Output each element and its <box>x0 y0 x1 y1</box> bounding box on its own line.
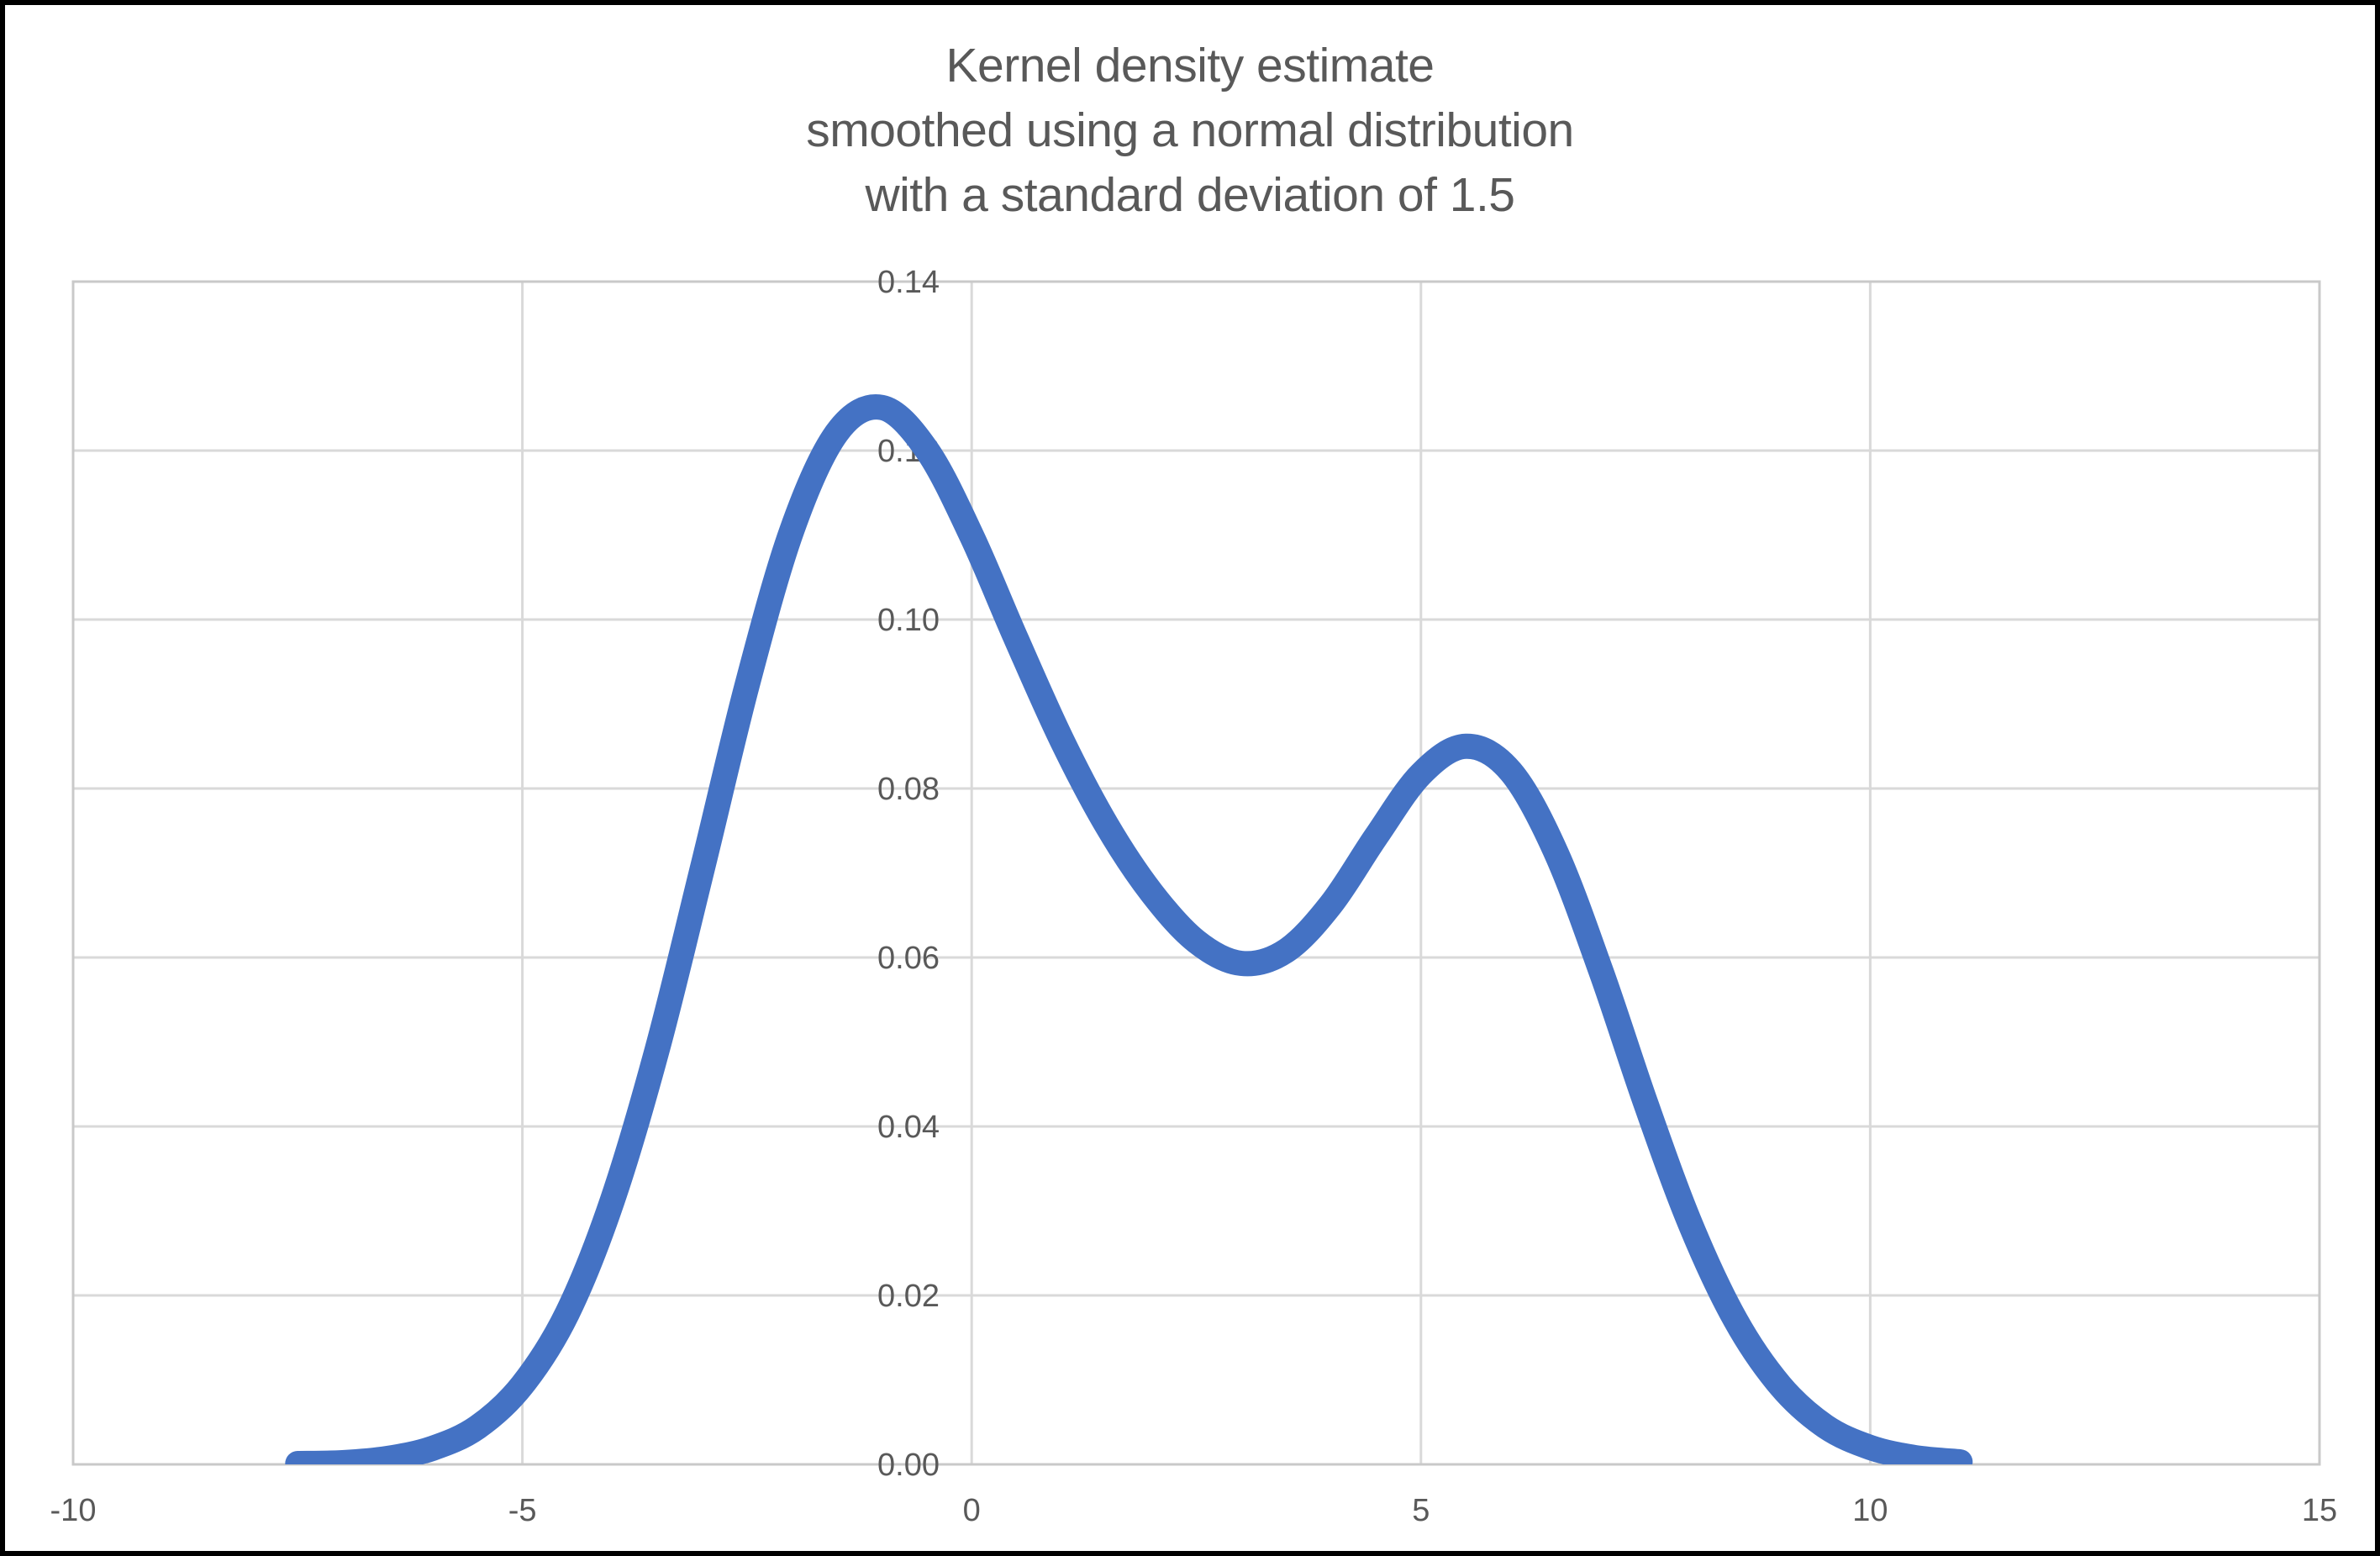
kde-curve <box>285 394 1973 1464</box>
chart-title-line-2: smoothed using a normal distribution <box>806 103 1574 157</box>
y-tick-label: 0.06 <box>877 941 940 976</box>
x-tick-label: 15 <box>2302 1493 2337 1528</box>
y-tick-label: 0.14 <box>877 265 940 300</box>
chart-title-line-3: with a standard deviation of 1.5 <box>865 168 1515 222</box>
x-tick-label: 0 <box>963 1493 981 1528</box>
x-tick-label: -10 <box>50 1493 97 1528</box>
chart-title-line-1: Kernel density estimate <box>945 39 1435 92</box>
x-tick-label: 5 <box>1412 1493 1430 1528</box>
y-tick-label: 0.08 <box>877 772 940 807</box>
kde-plot: 0.000.020.040.060.080.100.120.14-10 -5 0 5 1… <box>50 265 2338 1528</box>
y-tick-label: 0.10 <box>877 603 940 638</box>
plot-area-border <box>71 280 2321 1466</box>
y-tick-label: 0.04 <box>877 1110 940 1145</box>
x-tick-label: 10 <box>1852 1493 1888 1528</box>
y-tick-label: 0.02 <box>877 1279 940 1314</box>
chart-title: Kernel density estimate smoothed using a… <box>5 34 2375 228</box>
y-tick-label: 0.00 <box>877 1448 940 1483</box>
x-tick-label: -5 <box>508 1493 537 1528</box>
